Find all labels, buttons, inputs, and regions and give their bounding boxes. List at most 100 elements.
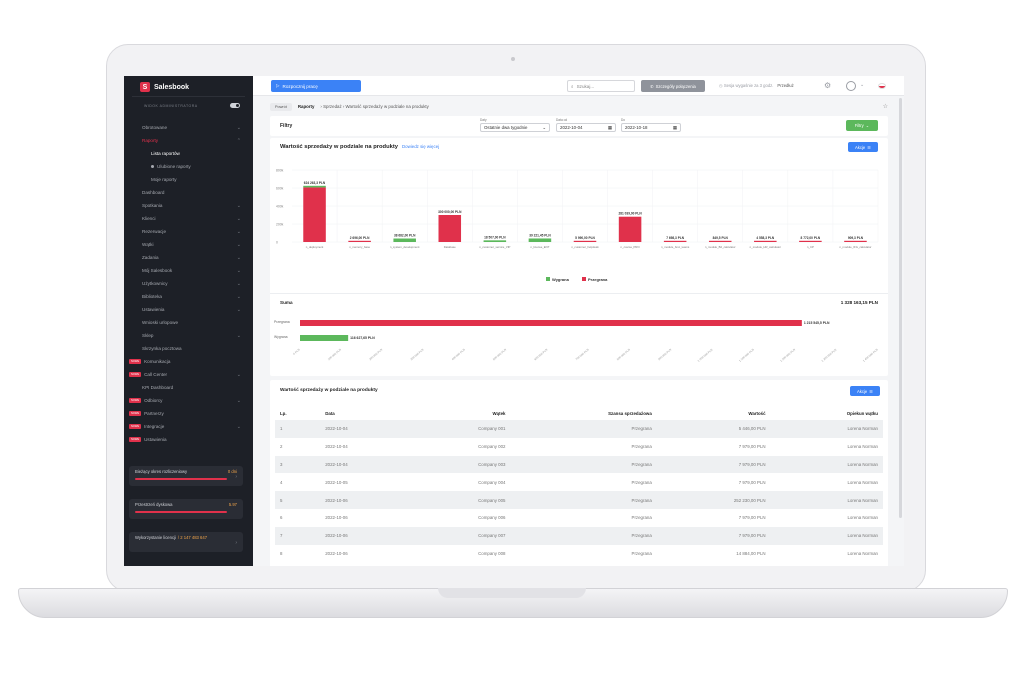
session-extend-link[interactable]: Przedłuż: [777, 83, 794, 88]
bar-segment[interactable]: [393, 238, 416, 242]
table-row[interactable]: 6 2022-10-06 Company 006 Przegrana 7 979,00 …: [275, 509, 883, 527]
sidebar-item-wrap: NOWE Odbiorcy: [129, 398, 162, 403]
sidebar-item[interactable]: NOWE Partnerzy: [124, 407, 253, 420]
x-tick-label: 600 000 PLN: [533, 348, 548, 362]
bar-value-label: 281 039,00 PLN: [618, 212, 642, 216]
table-row[interactable]: 3 2022-10-04 Company 003 Przegrana 7 979,00 …: [275, 455, 883, 474]
avatar[interactable]: [846, 81, 856, 91]
hbar[interactable]: [300, 335, 349, 341]
legend-label[interactable]: Przegrana: [588, 277, 608, 282]
sidebar-item[interactable]: Mój Salesbook ⌄: [124, 264, 253, 277]
column-header[interactable]: Szansa sprzedażowa: [608, 410, 652, 416]
sidebar-item[interactable]: NOWE Ustawienia: [124, 433, 253, 446]
bar-segment[interactable]: [754, 240, 777, 242]
table-row[interactable]: 4 2022-10-05 Company 004 Przegrana 7 979,00 …: [275, 473, 883, 491]
page-scrollbar[interactable]: [899, 98, 902, 518]
filters-button[interactable]: Filtry ⌄: [846, 120, 878, 131]
sidebar-item[interactable]: KPI Dashboard: [124, 381, 253, 394]
sidebar-item[interactable]: Spotkania ⌄: [124, 199, 253, 212]
sidebar-item[interactable]: Klienci ⌄: [124, 212, 253, 225]
sidebar-item[interactable]: Raporty ⌃: [124, 134, 253, 147]
license-usage-card[interactable]: Wykorzystanie licencji/ 2 147 483 647 ›: [129, 532, 243, 552]
sidebar-item[interactable]: Ulubione raporty: [124, 160, 253, 173]
table-body: 1 2022-10-04 Company 001 Przegrana 5 446,00 …: [275, 420, 883, 562]
license-usage-value: / 2 147 483 647: [177, 535, 208, 540]
app-logo[interactable]: S Salesbook: [140, 81, 189, 93]
bar-segment[interactable]: [618, 216, 642, 242]
table-row[interactable]: 2 2022-10-04 Company 002 Przegrana 7 979,00 …: [275, 438, 883, 456]
bar-segment[interactable]: [303, 185, 326, 188]
sidebar-item[interactable]: Biblioteka ⌄: [124, 290, 253, 303]
sidebar-item[interactable]: Moje raporty: [124, 173, 253, 186]
sidebar-item[interactable]: Wnioski urlopowe: [124, 316, 253, 329]
sidebar-item[interactable]: Użytkownicy ⌄: [124, 277, 253, 290]
column-header[interactable]: Lp.: [280, 410, 287, 416]
table-actions-button[interactable]: Akcje ☰: [850, 386, 880, 396]
table-row[interactable]: 1 2022-10-04 Company 001 Przegrana 5 446,00 …: [275, 420, 883, 438]
chevron-down-icon[interactable]: ⌄: [860, 82, 865, 88]
table-row[interactable]: 5 2022-10-06 Company 005 Przegrana 252 230,0…: [275, 491, 883, 509]
sidebar-item[interactable]: NOWE Komunikacja: [124, 355, 253, 368]
bar-segment[interactable]: [573, 240, 597, 242]
y-tick-label: 800k: [276, 169, 284, 173]
chevron-up-icon: ⌃: [236, 137, 241, 144]
bar-segment[interactable]: [438, 215, 462, 242]
bar-segment[interactable]: [663, 240, 687, 242]
new-badge: NOWE: [129, 437, 142, 442]
sidebar-item[interactable]: NOWE Odbiorcy ⌄: [124, 394, 253, 407]
table-row[interactable]: 8 2022-10-06 Company 008 Przegrana 14 884,00…: [275, 545, 883, 563]
back-button[interactable]: Powrót: [270, 102, 292, 111]
chevron-down-icon: ⌄: [236, 228, 241, 235]
column-header[interactable]: Data: [325, 410, 335, 416]
bar-segment[interactable]: [708, 240, 732, 242]
sidebar-item[interactable]: NOWE Call Center ⌄: [124, 368, 253, 381]
disk-space-card[interactable]: Przestrzeń dyskowa 5.97: [129, 499, 243, 519]
sidebar-item[interactable]: Dashboard: [124, 186, 253, 199]
breadcrumb-reports[interactable]: Raporty: [297, 104, 315, 109]
billing-period-card[interactable]: Bieżący okres rozliczeniowy 0 dni ›: [129, 466, 243, 486]
favorite-star-icon[interactable]: ☆: [882, 104, 888, 110]
date-from-input[interactable]: 2022-10-04 ▦: [556, 123, 616, 132]
hbar[interactable]: [300, 320, 802, 326]
bar-value-label: 624 263,3 PLN: [304, 181, 326, 185]
start-work-button[interactable]: ▷ Rozpocznij pracę: [271, 80, 361, 92]
table-cell: Company 008: [478, 550, 506, 556]
table-cell: Przegrana: [631, 550, 652, 556]
gear-icon[interactable]: ⚙: [824, 81, 832, 90]
sidebar-item[interactable]: Ustawienia ⌄: [124, 303, 253, 316]
date-to-input[interactable]: 2022-10-18 ▦: [621, 123, 681, 132]
search-input[interactable]: ⌕ Szukaj...: [567, 80, 635, 92]
bar-segment[interactable]: [799, 240, 822, 242]
chart-actions-button[interactable]: Akcje ☰: [848, 142, 878, 152]
chevron-down-icon: ⌄: [236, 397, 241, 404]
bar-segment[interactable]: [303, 187, 326, 242]
table-row[interactable]: 7 2022-10-06 Company 007 Przegrana 7 979,00 …: [275, 526, 883, 545]
bar-segment[interactable]: [844, 240, 867, 242]
sidebar-item[interactable]: Obrotowane ⌄: [124, 121, 253, 134]
call-details-button[interactable]: ✆ Szczegóły połączenia: [641, 80, 705, 92]
column-header[interactable]: Opiekun wątku: [846, 410, 878, 416]
chart-divider: [270, 293, 888, 294]
bar-segment[interactable]: [483, 240, 507, 242]
bar-segment[interactable]: [348, 240, 371, 242]
table-cell: Przegrana: [510, 455, 657, 474]
legend-label[interactable]: Wygrana: [552, 277, 570, 282]
admin-view-toggle[interactable]: [230, 103, 240, 108]
date-range-select[interactable]: Ostatnie dwa tygodnie ⌄: [480, 123, 550, 132]
language-flag-icon[interactable]: [878, 83, 886, 89]
column-header[interactable]: Wątek: [492, 410, 506, 416]
sidebar-item[interactable]: Zadania ⌄: [124, 251, 253, 264]
sidebar-item[interactable]: Sklep ⌄: [124, 329, 253, 342]
sidebar-item[interactable]: NOWE Integracje ⌄: [124, 420, 253, 433]
sidebar-item[interactable]: Skrzynka pocztowa: [124, 342, 253, 355]
learn-more-link[interactable]: Dowiedz się więcej: [402, 144, 440, 149]
table-cell: Lorena Norman: [770, 420, 883, 438]
column-header[interactable]: Wartość: [748, 410, 766, 416]
table-cell: 2022-10-05: [325, 479, 348, 485]
y-category-label: Przegrana: [274, 320, 290, 324]
sidebar-item[interactable]: Rezerwacje ⌄: [124, 225, 253, 238]
sidebar-item[interactable]: Lista raportów: [124, 147, 253, 160]
bar-segment[interactable]: [528, 238, 552, 242]
sidebar-item-label: Komunikacja: [144, 359, 171, 364]
sidebar-item[interactable]: Wątki ⌄: [124, 238, 253, 251]
